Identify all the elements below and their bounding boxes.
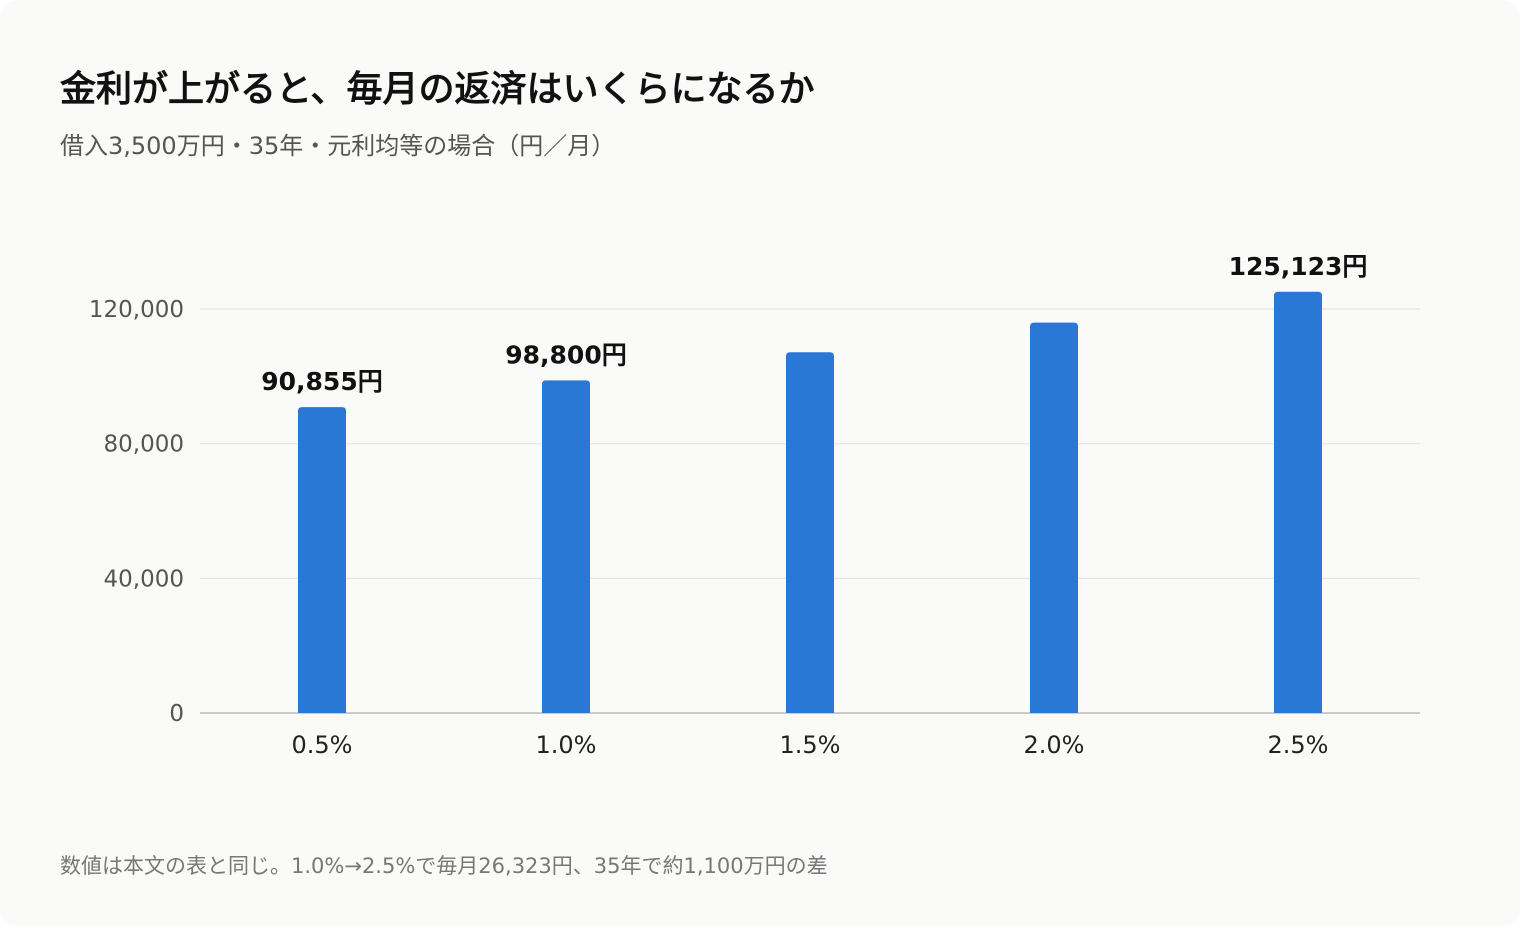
y-tick-label: 40,000: [104, 566, 184, 592]
data-label: 125,123円: [1229, 252, 1368, 281]
x-tick-label: 1.5%: [780, 731, 841, 759]
y-tick-label: 0: [169, 701, 184, 727]
y-axis-ticks: 0 40,000 80,000 120,000: [89, 297, 184, 727]
data-label: 90,855円: [261, 367, 382, 396]
y-tick-label: 120,000: [89, 297, 184, 323]
x-tick-label: 2.5%: [1268, 731, 1329, 759]
bars: [298, 291, 1322, 713]
bar-2.5%: [1274, 291, 1322, 713]
data-labels: 90,855円 98,800円 125,123円: [261, 252, 1367, 396]
y-tick-label: 80,000: [104, 432, 184, 458]
bar-2.0%: [1030, 322, 1078, 713]
bar-0.5%: [298, 407, 346, 713]
chart-subtitle: 借入3,500万円・35年・元利均等の場合（円／月）: [60, 132, 616, 160]
bar-1.5%: [786, 352, 834, 713]
bar-1.0%: [542, 380, 590, 713]
x-tick-label: 0.5%: [292, 731, 353, 759]
chart-note: 数値は本文の表と同じ。1.0%→2.5%で毎月26,323円、35年で約1,10…: [60, 854, 828, 878]
x-axis-ticks: 0.5% 1.0% 1.5% 2.0% 2.5%: [292, 731, 1329, 759]
data-label: 98,800円: [505, 340, 626, 369]
x-tick-label: 1.0%: [536, 731, 597, 759]
x-tick-label: 2.0%: [1024, 731, 1085, 759]
chart-title: 金利が上がると、毎月の返済はいくらになるか: [60, 69, 815, 110]
